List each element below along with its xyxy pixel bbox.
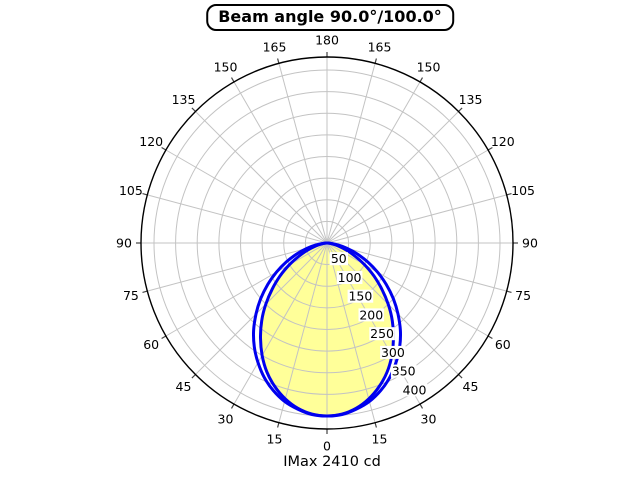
r-tick-label-bg	[336, 271, 363, 284]
grid-spoke	[326, 194, 507, 244]
angle-tick-label: 45	[176, 379, 192, 394]
grid-spoke	[326, 81, 421, 244]
grid-spoke	[278, 242, 328, 423]
angle-tick-label: 135	[459, 92, 483, 107]
angle-tick-mark	[161, 335, 167, 340]
r-tick-label: 100	[338, 270, 362, 285]
angle-tick-mark	[374, 422, 377, 428]
angle-tick-mark	[506, 290, 512, 293]
r-tick-label-bg	[401, 383, 428, 397]
r-tick-label: 150	[348, 289, 372, 304]
angle-tick-label: 180	[315, 33, 339, 48]
grid-spoke	[278, 63, 328, 244]
angle-tick-label: 150	[214, 60, 238, 75]
angle-tick-mark	[374, 58, 377, 64]
angle-tick-mark	[487, 335, 493, 340]
polar-spine	[140, 56, 514, 430]
angle-tick-label: 90	[116, 236, 132, 251]
angle-tick-mark	[458, 374, 463, 379]
angle-tick-mark	[487, 146, 493, 151]
grid-spoke	[165, 242, 328, 337]
r-tick-label-bg	[380, 345, 406, 359]
imax-label: IMax 2410 cd	[283, 454, 381, 470]
grid-spoke	[195, 242, 328, 375]
beam-curve-90	[258, 241, 396, 418]
r-tick-label: 200	[359, 307, 383, 322]
angle-tick-mark	[142, 290, 148, 293]
angle-tick-label: 15	[267, 432, 283, 447]
angle-tick-label: 75	[515, 288, 531, 303]
angle-tick-label: 120	[491, 134, 515, 149]
angle-tick-label: 0	[323, 439, 331, 454]
angle-tick-label: 120	[139, 134, 163, 149]
grid-spoke	[326, 149, 489, 244]
angle-tick-label: 30	[421, 411, 437, 426]
grid-spoke	[326, 111, 459, 244]
grid-spoke	[165, 149, 328, 244]
angle-tick-mark	[191, 374, 196, 379]
r-tick-label: 50	[331, 251, 347, 266]
angle-tick-mark	[191, 107, 196, 112]
angle-tick-mark	[230, 77, 235, 83]
grid-spoke	[326, 63, 376, 244]
angle-tick-label: 60	[143, 337, 159, 352]
r-tick-label: 400	[403, 382, 427, 397]
grid-spoke	[326, 242, 459, 375]
grid-spoke	[233, 81, 328, 244]
r-tick-label: 350	[392, 364, 416, 379]
r-tick-label-bg	[390, 364, 417, 378]
angle-tick-mark	[458, 107, 463, 112]
grid-spoke	[147, 242, 328, 292]
r-tick-label-bg	[347, 289, 374, 303]
angle-tick-label: 165	[263, 39, 287, 54]
angle-tick-mark	[419, 77, 424, 83]
grid-spoke	[233, 242, 328, 405]
angle-tick-label: 150	[417, 60, 441, 75]
angle-tick-label: 135	[172, 92, 196, 107]
angle-tick-mark	[277, 422, 280, 428]
grid-spoke	[326, 242, 489, 337]
r-tick-label: 250	[370, 326, 394, 341]
angle-tick-label: 90	[522, 236, 538, 251]
angle-tick-label: 105	[119, 183, 143, 198]
angle-tick-mark	[230, 403, 235, 409]
angle-tick-mark	[419, 403, 424, 409]
angle-tick-mark	[142, 193, 148, 196]
grid-spoke	[326, 242, 376, 423]
grid-spoke	[147, 194, 328, 244]
chart-title-box: Beam angle 90.0°/100.0°	[206, 4, 454, 31]
angle-tick-mark	[506, 193, 512, 196]
r-tick-label: 300	[381, 345, 405, 360]
angle-tick-mark	[161, 146, 167, 151]
angle-tick-label: 75	[123, 288, 139, 303]
r-tick-label-bg	[329, 252, 348, 266]
angle-tick-label: 105	[511, 183, 535, 198]
grid-spoke	[195, 111, 328, 244]
angle-tick-mark	[277, 58, 280, 64]
angle-tick-label: 60	[495, 337, 511, 352]
r-tick-label-bg	[358, 308, 385, 322]
angle-tick-label: 30	[218, 411, 234, 426]
angle-tick-label: 165	[368, 39, 392, 54]
angle-tick-label: 15	[372, 432, 388, 447]
r-tick-label-bg	[369, 327, 395, 341]
angle-tick-label: 45	[463, 379, 479, 394]
grid-spoke	[326, 242, 507, 292]
